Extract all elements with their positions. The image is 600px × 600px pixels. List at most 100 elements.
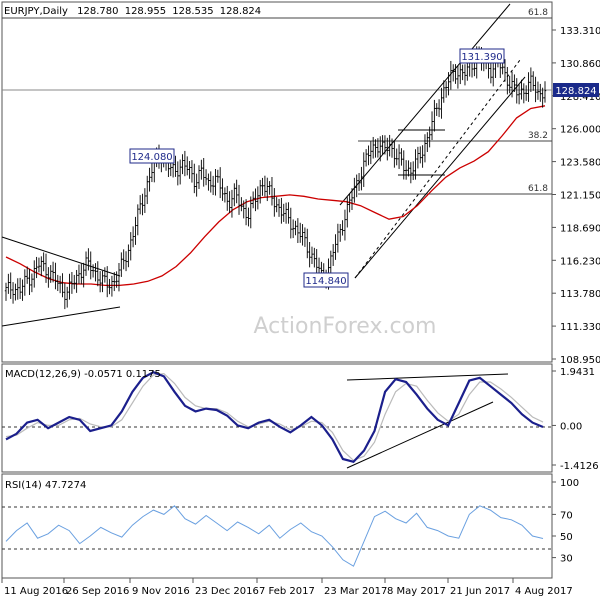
candle xyxy=(374,139,377,158)
candle xyxy=(197,165,201,190)
candle xyxy=(520,79,523,100)
candle xyxy=(341,220,344,236)
candle xyxy=(282,203,285,222)
x-tick-label: 21 Jun 2017 xyxy=(450,586,510,597)
candle xyxy=(348,193,351,213)
rsi-title: RSI(14) 47.7274 xyxy=(5,480,86,491)
candle xyxy=(317,257,321,275)
x-tick-label: 23 Dec 2016 xyxy=(195,586,259,597)
candle xyxy=(404,160,408,180)
candle xyxy=(336,223,340,253)
candle xyxy=(216,169,220,183)
candle xyxy=(204,169,208,186)
candle xyxy=(369,141,373,165)
candle xyxy=(7,273,10,294)
candle xyxy=(522,83,526,104)
price-tick-label: 123.580 xyxy=(560,158,600,169)
candle xyxy=(68,273,71,300)
candle xyxy=(409,162,413,184)
candle xyxy=(284,202,288,224)
candle xyxy=(536,81,540,100)
candle xyxy=(108,278,111,295)
candle xyxy=(268,181,271,195)
candle xyxy=(193,163,196,194)
candle xyxy=(63,283,67,310)
candle xyxy=(388,134,391,157)
candle xyxy=(110,275,114,297)
candle xyxy=(421,145,424,168)
candle xyxy=(98,271,102,293)
candle xyxy=(273,188,276,217)
candle xyxy=(360,166,363,191)
price-tick-label: 111.330 xyxy=(560,322,600,333)
rsi-tick-label: 30 xyxy=(560,554,573,565)
candle xyxy=(440,87,443,119)
candle xyxy=(146,175,149,205)
candle xyxy=(287,202,290,224)
candle xyxy=(315,249,318,277)
candle xyxy=(539,83,542,102)
candle xyxy=(489,60,493,84)
candle xyxy=(433,99,436,132)
rsi-tick-label: 50 xyxy=(560,532,573,543)
candlestick-series xyxy=(4,46,547,310)
candle xyxy=(136,204,140,236)
last-price-badge: 128.824 xyxy=(555,86,596,97)
candle xyxy=(299,222,302,243)
candle xyxy=(294,220,297,236)
candle xyxy=(395,148,398,166)
macd-divergence-top-line xyxy=(346,373,509,381)
candle xyxy=(407,160,410,177)
candle xyxy=(362,152,365,187)
candle xyxy=(178,159,182,185)
candle xyxy=(49,265,52,283)
candle xyxy=(122,249,125,270)
candle xyxy=(381,135,384,155)
candle xyxy=(266,177,269,202)
candle xyxy=(242,200,245,219)
candle xyxy=(313,247,316,268)
candle xyxy=(143,188,147,213)
watermark: ActionForex.com xyxy=(254,314,437,339)
candle xyxy=(181,154,184,175)
price-tick-label: 126.000 xyxy=(560,125,600,136)
candle xyxy=(51,261,55,283)
price-tick-label: 113.780 xyxy=(560,289,600,300)
candle xyxy=(106,266,109,298)
macd-tick-label: 1.9431 xyxy=(560,367,595,378)
candle xyxy=(131,226,135,248)
candle xyxy=(254,188,257,212)
candle xyxy=(343,209,347,241)
x-tick-label: 4 Aug 2017 xyxy=(515,586,573,597)
candle xyxy=(386,137,389,161)
candle xyxy=(513,74,516,92)
rsi-line xyxy=(5,505,544,567)
price-tick-label: 128.410 xyxy=(560,92,600,103)
candle xyxy=(129,232,132,261)
candle xyxy=(120,252,123,277)
candle xyxy=(37,257,41,273)
candle xyxy=(364,149,368,167)
candle xyxy=(357,173,361,191)
candle xyxy=(541,87,544,108)
candle xyxy=(379,136,382,162)
candle xyxy=(176,161,180,186)
candle xyxy=(543,81,547,103)
candle xyxy=(275,197,278,213)
rsi-tick-label: 100 xyxy=(560,478,579,489)
candle xyxy=(35,256,38,279)
candle xyxy=(376,138,380,158)
candle xyxy=(331,244,335,266)
candle xyxy=(87,248,90,271)
candle xyxy=(80,263,83,285)
candle xyxy=(186,156,189,176)
candle xyxy=(4,282,8,301)
macd-line xyxy=(5,370,544,464)
candle xyxy=(150,162,154,183)
candle xyxy=(244,199,248,226)
low-annotation-114840: 114.840 xyxy=(305,276,346,287)
candle xyxy=(461,64,464,81)
candle xyxy=(371,136,375,159)
candle xyxy=(423,134,427,163)
candle xyxy=(44,253,48,283)
